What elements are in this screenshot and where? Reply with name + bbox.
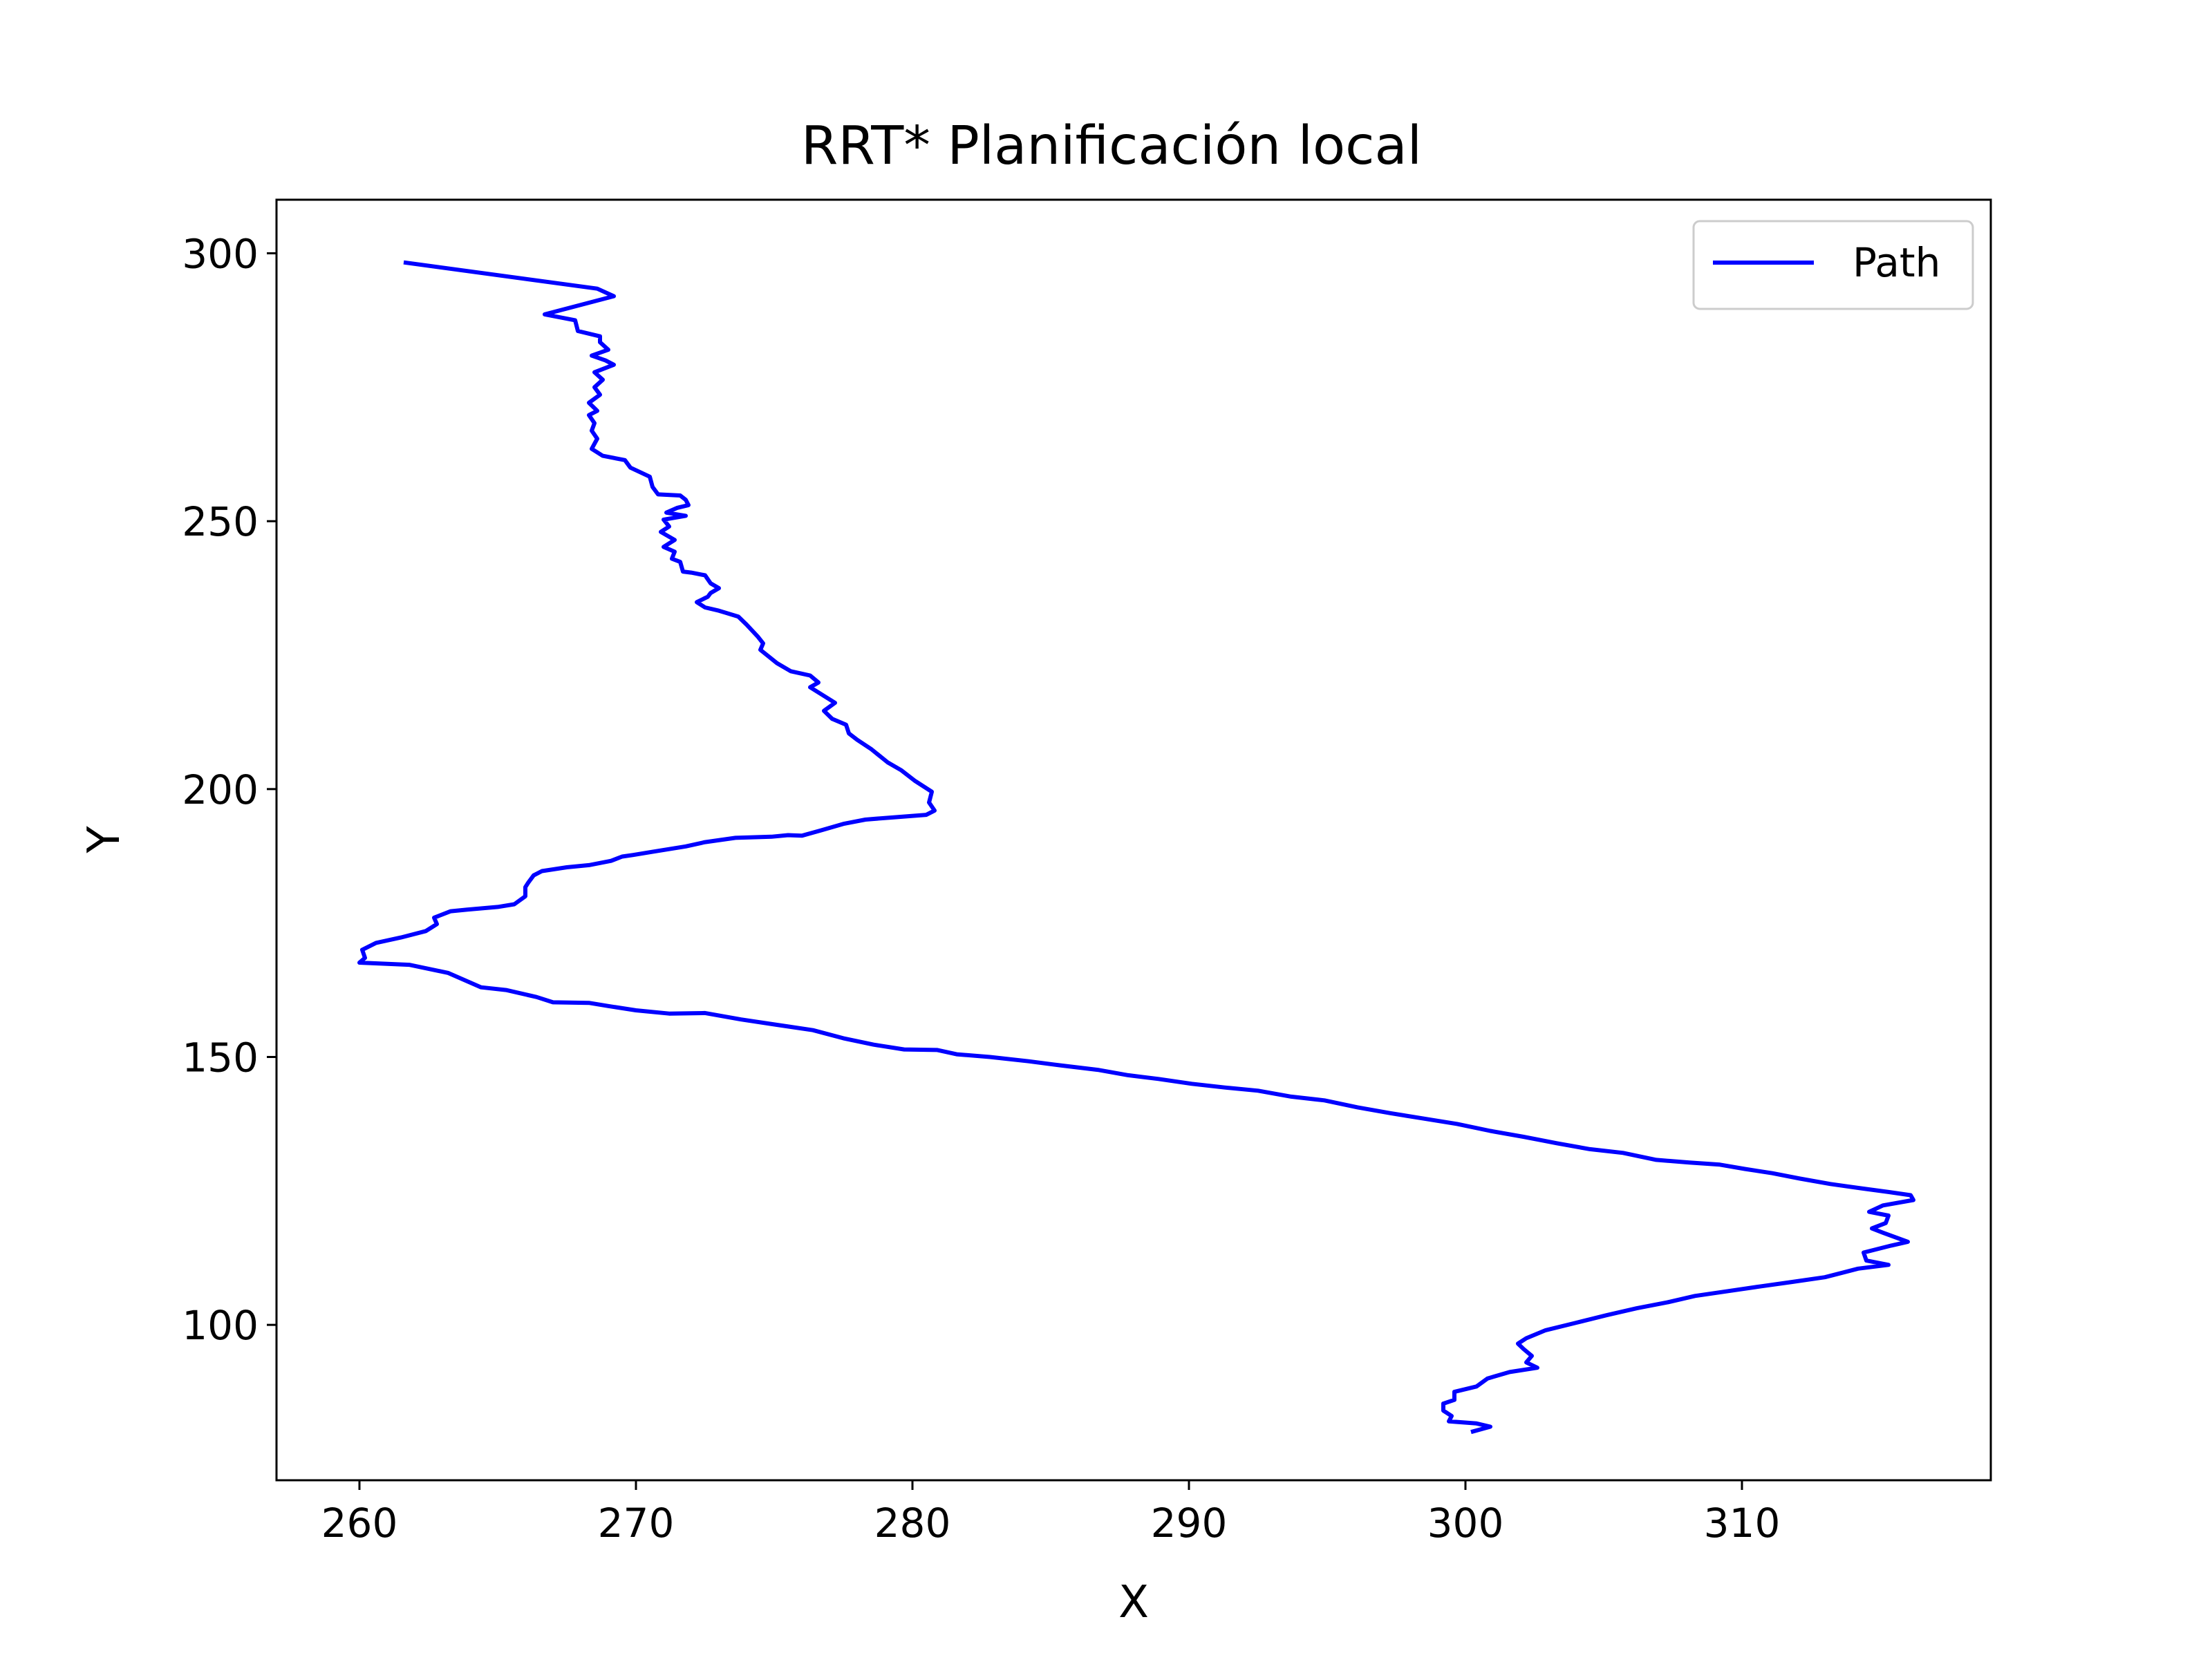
series-line-path <box>357 260 1915 1435</box>
y-tick-label: 200 <box>182 766 259 813</box>
legend-label-path: Path <box>1853 239 1940 286</box>
series-layer <box>357 260 1915 1435</box>
y-tick-label: 250 <box>182 498 259 545</box>
legend-box <box>1692 220 1974 310</box>
axes-frame <box>275 198 1992 1482</box>
y-tick-label: 150 <box>182 1035 259 1082</box>
chart-title: RRT* Planificación local <box>801 115 1422 177</box>
x-axis-ticks: 260 270 280 290 300 310 <box>321 1480 1781 1547</box>
y-tick-label: 100 <box>182 1302 259 1349</box>
x-tick-label: 260 <box>321 1500 398 1547</box>
plot-area: 260 270 280 290 300 310 100 150 200 250 300 <box>182 198 1992 1547</box>
y-tick-label: 300 <box>182 231 259 278</box>
x-tick-label: 270 <box>598 1500 675 1547</box>
y-axis-ticks: 100 150 200 250 300 <box>182 231 276 1349</box>
x-tick-label: 280 <box>874 1500 951 1547</box>
y-axis-label: Y <box>79 826 130 854</box>
legend: Path <box>1692 220 1974 310</box>
x-tick-label: 300 <box>1427 1500 1504 1547</box>
x-tick-label: 290 <box>1151 1500 1228 1547</box>
x-tick-label: 310 <box>1704 1500 1781 1547</box>
x-axis-label: X <box>1118 1577 1149 1628</box>
